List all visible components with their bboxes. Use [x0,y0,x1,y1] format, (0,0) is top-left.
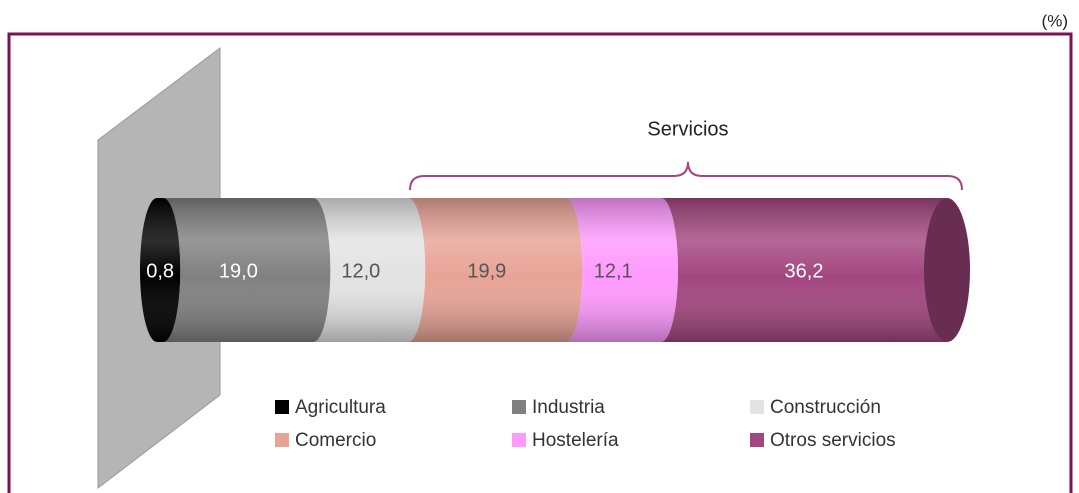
legend-label: Hostelería [532,430,619,451]
legend-swatch [275,433,289,447]
annotation: Servicios [647,118,728,140]
data-label: 12,0 [341,260,380,282]
legend-swatch [512,433,526,447]
bar-end-cap [924,198,970,342]
data-label: 36,2 [785,260,824,282]
data-label: 12,1 [594,260,633,282]
legend-swatch [750,400,764,414]
data-label: 19,9 [467,260,506,282]
legend: Agricultura Industria Construcción Comercio… [275,397,896,451]
legend-swatch [512,400,526,414]
legend-label: Agricultura [295,397,386,418]
servicios-bracket [409,161,963,191]
data-label: 0,8 [146,260,174,282]
legend-swatch [750,433,764,447]
frame [7,32,1073,493]
bar-end-cap-shade [924,198,970,342]
unit-label: (%) [1042,11,1068,30]
legend-swatch [275,400,289,414]
data-label: 19,0 [219,260,258,282]
legend-label: Comercio [295,430,376,451]
legend-label: Industria [532,397,605,418]
legend-label: Otros servicios [770,430,896,451]
bar-group: 0,8 19,0 12,0 19,9 12,1 36,2 [140,198,970,342]
legend-label: Construcción [770,397,881,418]
